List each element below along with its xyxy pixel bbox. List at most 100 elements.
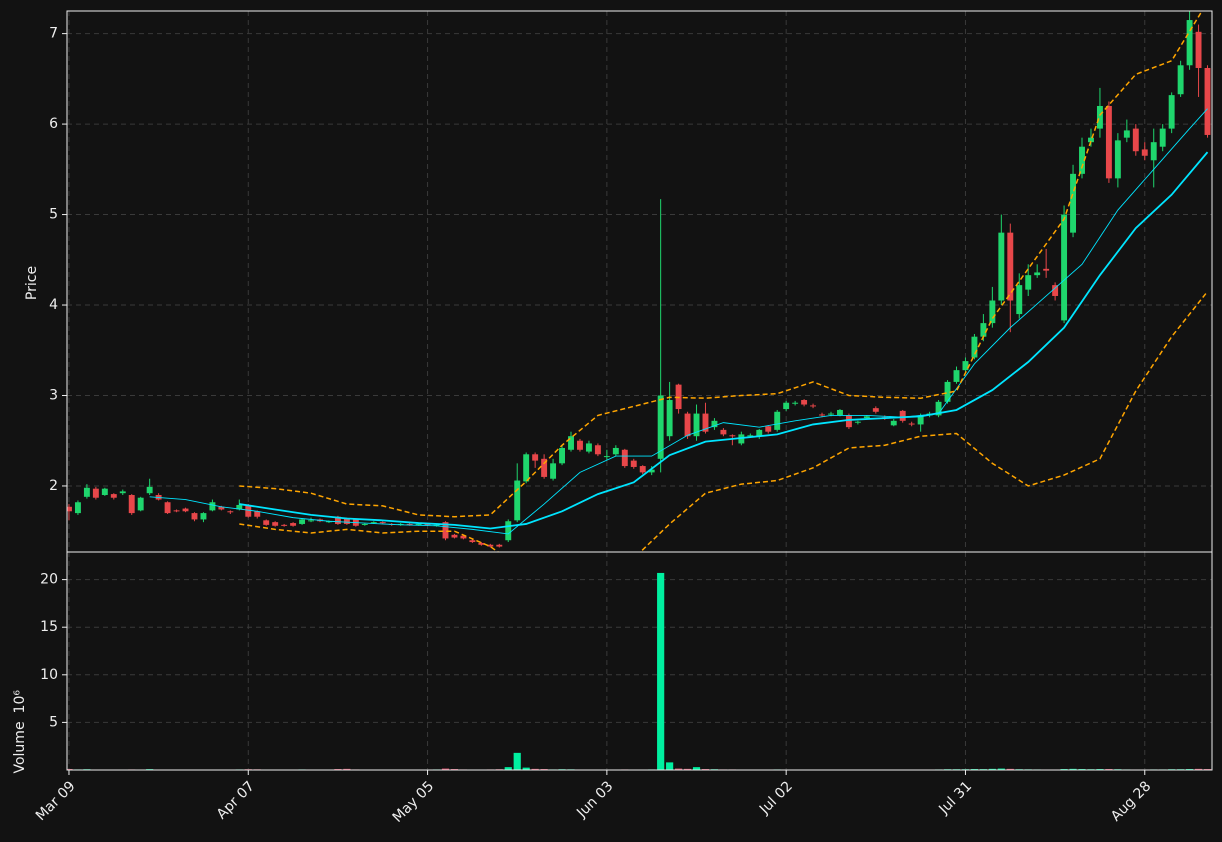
candle-body <box>487 544 494 547</box>
y-tick-label: 4 <box>49 297 58 313</box>
candle-body <box>630 460 637 467</box>
candle-body <box>1070 173 1077 233</box>
y-tick-label: 7 <box>49 26 58 42</box>
candle-body <box>917 415 924 425</box>
candle-body <box>532 454 539 461</box>
y-tick-label: 5 <box>49 714 58 730</box>
candle-body <box>971 336 978 358</box>
candle-body <box>1088 137 1094 143</box>
candle-body <box>1105 105 1112 179</box>
candle-body <box>505 521 512 541</box>
candle-body <box>621 449 628 467</box>
candle-body <box>801 400 808 405</box>
candle-body <box>236 504 243 510</box>
volume-bar <box>531 768 539 770</box>
volume-bar <box>1069 768 1077 770</box>
candle-body <box>209 502 216 511</box>
candle-body <box>935 401 942 416</box>
candle-body <box>370 522 377 524</box>
candle-body <box>1043 268 1050 271</box>
candle-body <box>1114 140 1121 179</box>
candle-body <box>1159 128 1166 147</box>
candle-body <box>478 542 485 545</box>
volume-bar <box>513 752 521 770</box>
candle-body <box>1150 142 1157 161</box>
candle-body <box>218 506 225 510</box>
volume-bar <box>683 768 692 770</box>
overlay-line <box>239 11 1203 518</box>
candle-body <box>568 436 574 450</box>
candle-body <box>863 416 870 419</box>
volume-bar <box>988 768 996 770</box>
volume-bar <box>522 767 530 770</box>
candle-body <box>514 480 521 521</box>
volume-bar <box>675 768 683 770</box>
candle-body <box>146 486 153 494</box>
candle-body <box>612 447 619 455</box>
candle-body <box>83 487 90 497</box>
candle-body <box>523 454 530 482</box>
candle-body <box>908 423 915 425</box>
candle-body <box>792 402 799 404</box>
candle-body <box>1186 20 1193 66</box>
candle-body <box>110 494 117 498</box>
candle-body <box>1079 146 1085 174</box>
y-tick-label: 2 <box>49 478 58 494</box>
volume-bar <box>441 768 450 770</box>
candle-body <box>774 411 781 430</box>
candle-body <box>164 502 171 514</box>
candle-body <box>980 323 987 337</box>
y-tick-label: 5 <box>49 207 58 223</box>
candle-body <box>684 413 691 437</box>
candle-body <box>594 445 601 455</box>
candle-body <box>747 435 754 437</box>
candle-body <box>711 420 718 428</box>
candle-body <box>299 519 306 524</box>
candle-body <box>765 426 772 432</box>
volume-bar <box>343 768 351 770</box>
plot-area <box>67 11 1211 552</box>
volume-bar <box>997 768 1005 770</box>
candle-body <box>191 513 198 520</box>
candle-body <box>119 491 126 494</box>
candle-body <box>810 405 817 407</box>
overlay-line <box>239 290 1209 552</box>
candle-body <box>890 420 897 426</box>
y-tick-label: 10 <box>40 667 58 683</box>
candle-body <box>1007 232 1014 301</box>
candle-body <box>379 522 386 524</box>
candle-body <box>729 435 736 437</box>
volume-bar <box>1006 768 1014 770</box>
candle-body <box>1034 272 1041 276</box>
y-axis-label: Volume 10⁶ <box>12 690 28 774</box>
candle-body <box>962 361 969 371</box>
candle-body <box>272 522 279 526</box>
overlay-line <box>149 108 1208 535</box>
y-axis-label: Price <box>24 266 40 300</box>
candle-body <box>899 410 906 421</box>
y-axis-label-text: Volume <box>12 721 28 773</box>
candle-body <box>290 523 297 526</box>
candle-body <box>756 429 763 437</box>
candle-body <box>1061 214 1068 321</box>
candle-body <box>334 516 341 524</box>
candle-body <box>254 511 261 517</box>
candle-body <box>944 381 951 402</box>
candle-body <box>1204 67 1211 135</box>
y-tick-label: 20 <box>40 572 58 588</box>
candle-body <box>541 458 548 477</box>
candle-body <box>406 523 413 525</box>
candle-body <box>442 522 449 539</box>
candle-body <box>819 414 825 416</box>
volume-bar <box>504 767 512 770</box>
candle-body <box>128 495 135 514</box>
volume-bar <box>666 762 674 770</box>
volume-bar <box>1194 768 1203 770</box>
candle-body <box>182 508 189 512</box>
y-tick-label: 6 <box>49 116 58 132</box>
candle-body <box>325 521 332 523</box>
candle-body <box>585 443 592 452</box>
candle-body <box>1132 128 1139 152</box>
candle-body <box>1168 95 1175 129</box>
candle-body <box>245 505 252 517</box>
